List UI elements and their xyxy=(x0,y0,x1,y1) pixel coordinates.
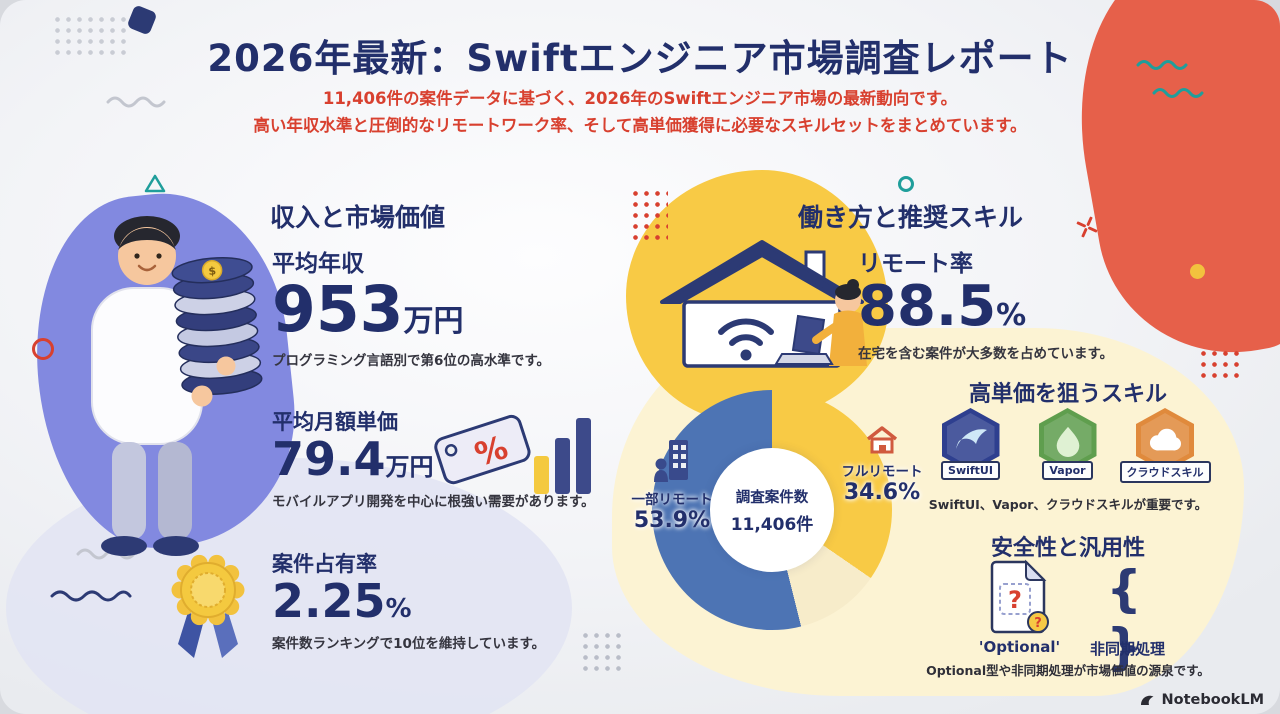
donut-center: 調査案件数 11,406件 xyxy=(710,448,834,572)
cloud-icon xyxy=(1149,428,1181,451)
average-income-value: 953 xyxy=(272,273,404,346)
vapor-drop-icon xyxy=(1056,426,1079,457)
monthly-rate-caption: モバイルアプリ開発を中心に根強い需要があります。 xyxy=(272,493,595,510)
mini-office-person-icon xyxy=(654,440,688,482)
income-section-heading: 収入と市場価値 xyxy=(270,203,446,232)
price-tag-icon: % xyxy=(434,414,591,494)
notebooklm-logo-icon xyxy=(1140,695,1154,705)
remote-rate-label: リモート率 xyxy=(858,251,973,277)
teal-ring-decor xyxy=(898,176,914,192)
subtitle-line-2: 高い年収水準と圧倒的なリモートワーク率、そして高単価獲得に必要なスキルセットをま… xyxy=(253,115,1027,135)
async-label: 非同期処理 xyxy=(1089,640,1165,658)
full-remote-segment-label: フルリモート 34.6% xyxy=(826,424,938,505)
triangle-icon xyxy=(144,174,166,193)
house-wifi-icon xyxy=(660,240,867,368)
partial-remote-segment-label: 一部リモート 53.9% xyxy=(616,436,728,533)
person-coins-icon: $ xyxy=(91,216,263,556)
project-share-unit: % xyxy=(385,594,412,624)
skills-heading: 高単価を狙うスキル xyxy=(968,382,1167,407)
dots-decor-bottomcenter xyxy=(580,630,624,674)
donut-center-value: 11,406件 xyxy=(730,514,814,535)
remote-rate-caption: 在宅を含む案件が大多数を占めています。 xyxy=(858,346,1114,363)
brand-footer: NotebookLM xyxy=(1139,692,1264,708)
safety-heading: 安全性と汎用性 xyxy=(990,536,1145,561)
remote-rate-stat: リモート率 88.5% 在宅を含む案件が大多数を占めています。 xyxy=(858,244,1113,362)
safety-caption: Optional型や非同期処理が市場価値の源泉です。 xyxy=(926,663,1210,678)
monthly-rate-value: 79.4 xyxy=(272,432,386,486)
question-glyph: ? xyxy=(1008,586,1022,614)
project-share-label: 案件占有率 xyxy=(272,552,377,576)
average-income-label: 平均年収 xyxy=(272,251,364,277)
project-share-caption: 案件数ランキングで10位を維持しています。 xyxy=(272,635,546,652)
medal-icon xyxy=(171,554,245,658)
cloud-ribbon-label: クラウドスキル xyxy=(1119,461,1211,483)
question-glyph: ? xyxy=(1034,616,1042,631)
optional-label: 'Optional' xyxy=(978,638,1061,656)
average-income-unit: 万円 xyxy=(403,304,464,339)
monthly-rate-stat: 平均月額単価 79.4万円 モバイルアプリ開発を中心に根強い需要があります。 xyxy=(272,406,595,510)
curly-braces-icon: { } xyxy=(1106,560,1144,676)
workstyle-section-heading: 働き方と推奨スキル xyxy=(798,203,1024,232)
dollar-glyph: $ xyxy=(208,264,217,278)
subtitle-line-1: 11,406件の案件データに基づく、2026年のSwiftエンジニア市場の最新動… xyxy=(322,89,958,108)
average-income-caption: プログラミング言語別で第6位の高水準です。 xyxy=(272,353,551,370)
monthly-rate-unit: 万円 xyxy=(385,453,434,481)
donut-center-label: 調査案件数 xyxy=(735,489,809,506)
project-share-value: 2.25 xyxy=(272,574,386,628)
partial-remote-name: 一部リモート xyxy=(631,492,713,508)
skill-badges: SwiftUI Vapor クラウドスキル xyxy=(928,408,1211,483)
full-remote-name: フルリモート xyxy=(841,464,923,480)
swift-bird-icon xyxy=(955,429,987,449)
remote-rate-unit: % xyxy=(996,298,1027,333)
page-title: 2026年最新：Swiftエンジニア市場調査レポート xyxy=(207,37,1073,80)
optional-document-icon: ? ? xyxy=(990,559,1049,634)
project-share-stat: 案件占有率 2.25% 案件数ランキングで10位を維持しています。 xyxy=(272,548,545,652)
skills-caption: SwiftUI、Vapor、クラウドスキルが重要です。 xyxy=(928,497,1208,512)
partial-remote-value: 53.9% xyxy=(633,508,711,533)
badge-cloud: クラウドスキル xyxy=(1119,408,1211,483)
report-header: 2026年最新：Swiftエンジニア市場調査レポート 11,406件の案件データ… xyxy=(0,28,1280,139)
full-remote-value: 34.6% xyxy=(843,480,921,505)
vapor-ribbon-label: Vapor xyxy=(1042,461,1093,480)
remote-rate-value: 88.5 xyxy=(858,274,997,339)
badge-swiftui: SwiftUI xyxy=(928,408,1013,483)
mini-house-icon xyxy=(866,426,898,454)
red-dots-decor xyxy=(1198,348,1242,380)
swiftui-ribbon-label: SwiftUI xyxy=(941,461,1000,480)
badge-vapor: Vapor xyxy=(1025,408,1110,483)
average-income-stat: 平均年収 953万円 プログラミング言語別で第6位の高水準です。 xyxy=(272,244,550,369)
remote-donut-chart: 調査案件数 11,406件 xyxy=(652,390,892,630)
brand-name: NotebookLM xyxy=(1161,692,1264,708)
monthly-rate-label: 平均月額単価 xyxy=(272,410,398,434)
